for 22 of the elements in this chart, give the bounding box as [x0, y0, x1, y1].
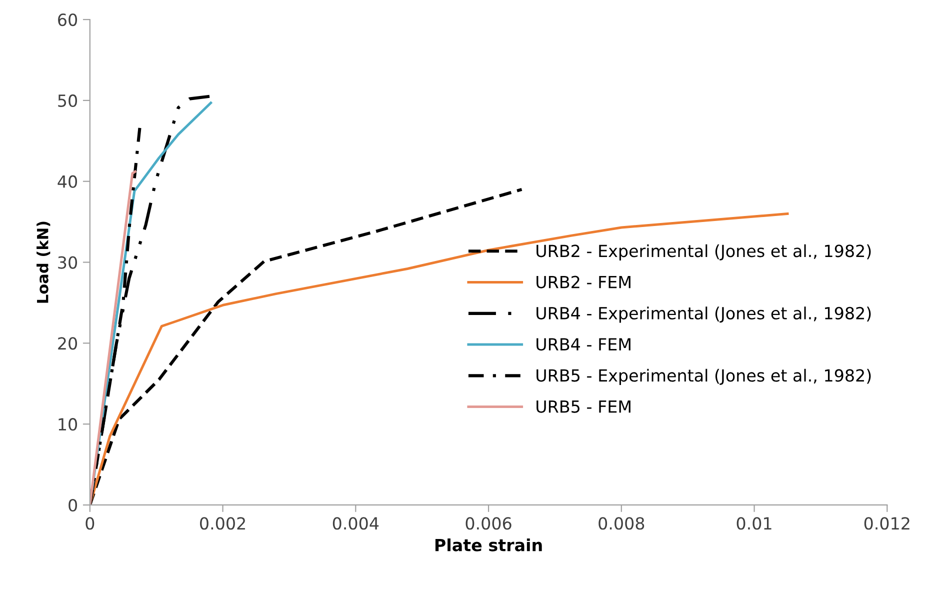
- x-tick-label: 0.012: [864, 517, 910, 530]
- y-tick-label: 10: [58, 418, 78, 431]
- legend-label: URB5 - Experimental (Jones et al., 1982): [536, 368, 871, 385]
- y-tick-label: 30: [58, 256, 78, 269]
- legend-label: URB4 - FEM: [536, 338, 630, 351]
- legend-label: URB2 - Experimental (Jones et al., 1982): [536, 244, 871, 260]
- x-tick-label: 0.008: [598, 517, 644, 530]
- legend-label: URB2 - FEM: [536, 276, 630, 288]
- y-axis-title: Load (kN): [36, 222, 50, 303]
- x-tick-label: 0.006: [466, 517, 512, 530]
- legend-label: URB5 - FEM: [536, 400, 630, 413]
- x-tick-label: 0.01: [736, 517, 772, 530]
- y-tick-label: 0: [68, 498, 78, 512]
- y-tick-label: 50: [58, 94, 78, 108]
- x-axis-title: Plate strain: [435, 538, 542, 552]
- x-tick-label: 0: [86, 517, 94, 530]
- legend-label: URB4 - Experimental (Jones et al., 1982): [536, 306, 871, 323]
- x-tick-label: 0.002: [200, 517, 245, 530]
- y-tick-label: 20: [58, 337, 78, 350]
- y-tick-label: 40: [58, 175, 78, 188]
- y-tick-label: 60: [58, 14, 78, 26]
- x-tick-label: 0.004: [332, 517, 379, 530]
